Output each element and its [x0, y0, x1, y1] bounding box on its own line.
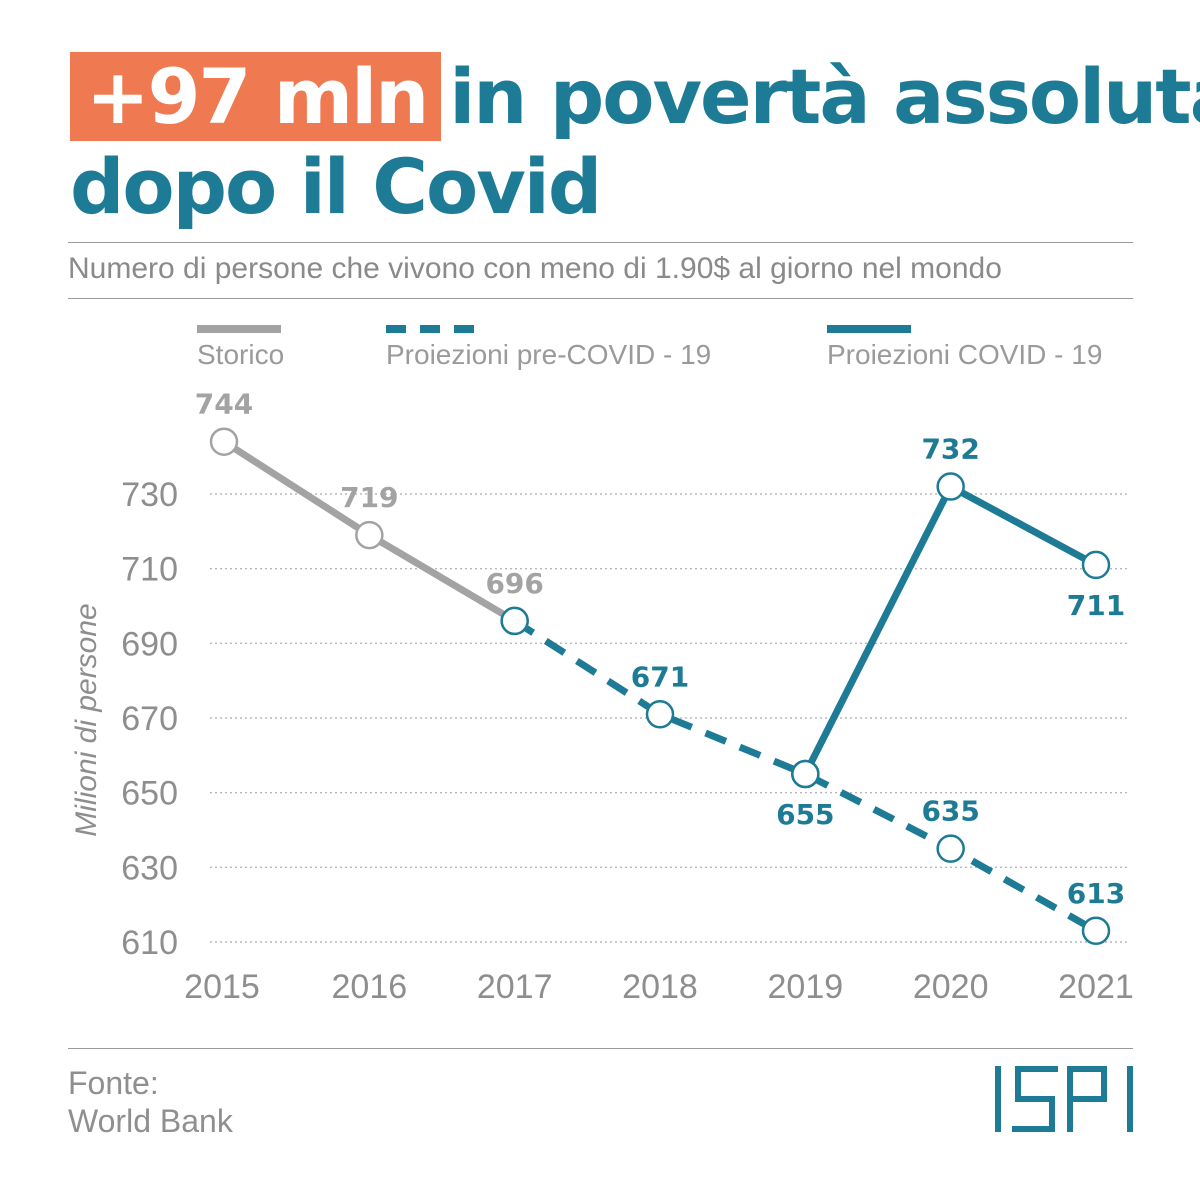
legend-label-storico: Storico — [197, 339, 285, 370]
x-tick-label-2020: 2020 — [913, 968, 989, 1006]
legend-swatch-storico — [197, 325, 281, 333]
series-line-proiezioni-pre-covid-19 — [512, 617, 1098, 934]
title-highlight: +97 mln — [70, 52, 442, 141]
data-label-2019-655: 655 — [776, 798, 834, 831]
footer-rule — [68, 1048, 1133, 1049]
y-tick-label-610: 610 — [121, 924, 178, 962]
point-proiezioni-covid-19-2019 — [791, 759, 820, 789]
data-label-2021-711: 711 — [1067, 589, 1125, 622]
y-axis-label: Milioni di persone — [70, 603, 103, 836]
y-tick-label-670: 670 — [121, 700, 178, 738]
source-note: Fonte: World Bank — [68, 1064, 233, 1140]
point-proiezioni-covid-19-2021 — [1081, 550, 1111, 580]
title-line-2: dopo il Covid — [70, 142, 602, 231]
x-tick-label-2016: 2016 — [332, 968, 408, 1006]
y-tick-label-710: 710 — [121, 551, 178, 589]
title-line-1-text: in povertà assoluta — [449, 52, 1200, 141]
chart-subtitle: Numero di persone che vivono con meno di… — [68, 252, 1002, 285]
point-proiezioni-pre-covid-19-2017 — [500, 606, 529, 636]
data-label-2018-671: 671 — [631, 660, 689, 693]
legend-swatch-pre-covid — [386, 325, 476, 333]
title-line-1: +97 mln in povertà assoluta — [70, 52, 1200, 142]
subtitle-top-rule — [68, 242, 1133, 243]
source-name: World Bank — [68, 1103, 233, 1139]
data-label-2017-696: 696 — [485, 567, 543, 600]
point-proiezioni-covid-19-2020 — [936, 472, 965, 501]
point-proiezioni-pre-covid-19-2020 — [936, 834, 965, 863]
x-tick-label-2018: 2018 — [622, 968, 698, 1006]
x-tick-label-2015: 2015 — [184, 968, 260, 1006]
series-line-proiezioni-covid-19 — [802, 483, 1098, 776]
point-storico-2016 — [355, 520, 384, 550]
point-proiezioni-pre-covid-19-2018 — [645, 700, 675, 729]
legend-swatch-covid — [827, 325, 911, 333]
data-label-2015-744: 744 — [195, 388, 253, 421]
point-proiezioni-pre-covid-19-2021 — [1081, 916, 1111, 946]
data-label-2016-719: 719 — [340, 481, 398, 514]
ispi-logo — [995, 1066, 1133, 1132]
data-label-2020-732: 732 — [921, 433, 979, 466]
data-label-2020-635: 635 — [921, 795, 979, 828]
y-tick-label-730: 730 — [121, 476, 178, 514]
point-storico-2015 — [209, 427, 239, 456]
y-tick-label-650: 650 — [121, 775, 178, 813]
y-tick-label-690: 690 — [121, 625, 178, 663]
subtitle-bottom-rule — [68, 298, 1133, 299]
y-tick-label-630: 630 — [121, 849, 178, 887]
chart-title: +97 mln in povertà assoluta dopo il Covid — [70, 52, 1200, 232]
source-label: Fonte: — [68, 1065, 159, 1101]
legend-label-covid: Proiezioni COVID - 19 — [827, 339, 1103, 370]
x-tick-label-2021: 2021 — [1058, 968, 1134, 1006]
data-label-2021-613: 613 — [1067, 877, 1125, 910]
line-chart: 610 630 650 670 690 710 730 2015 2016 2017 2018 201… — [70, 388, 1134, 1006]
legend-label-pre-covid: Proiezioni pre-COVID - 19 — [386, 339, 712, 370]
x-tick-label-2017: 2017 — [477, 968, 553, 1006]
x-tick-label-2019: 2019 — [768, 968, 844, 1006]
